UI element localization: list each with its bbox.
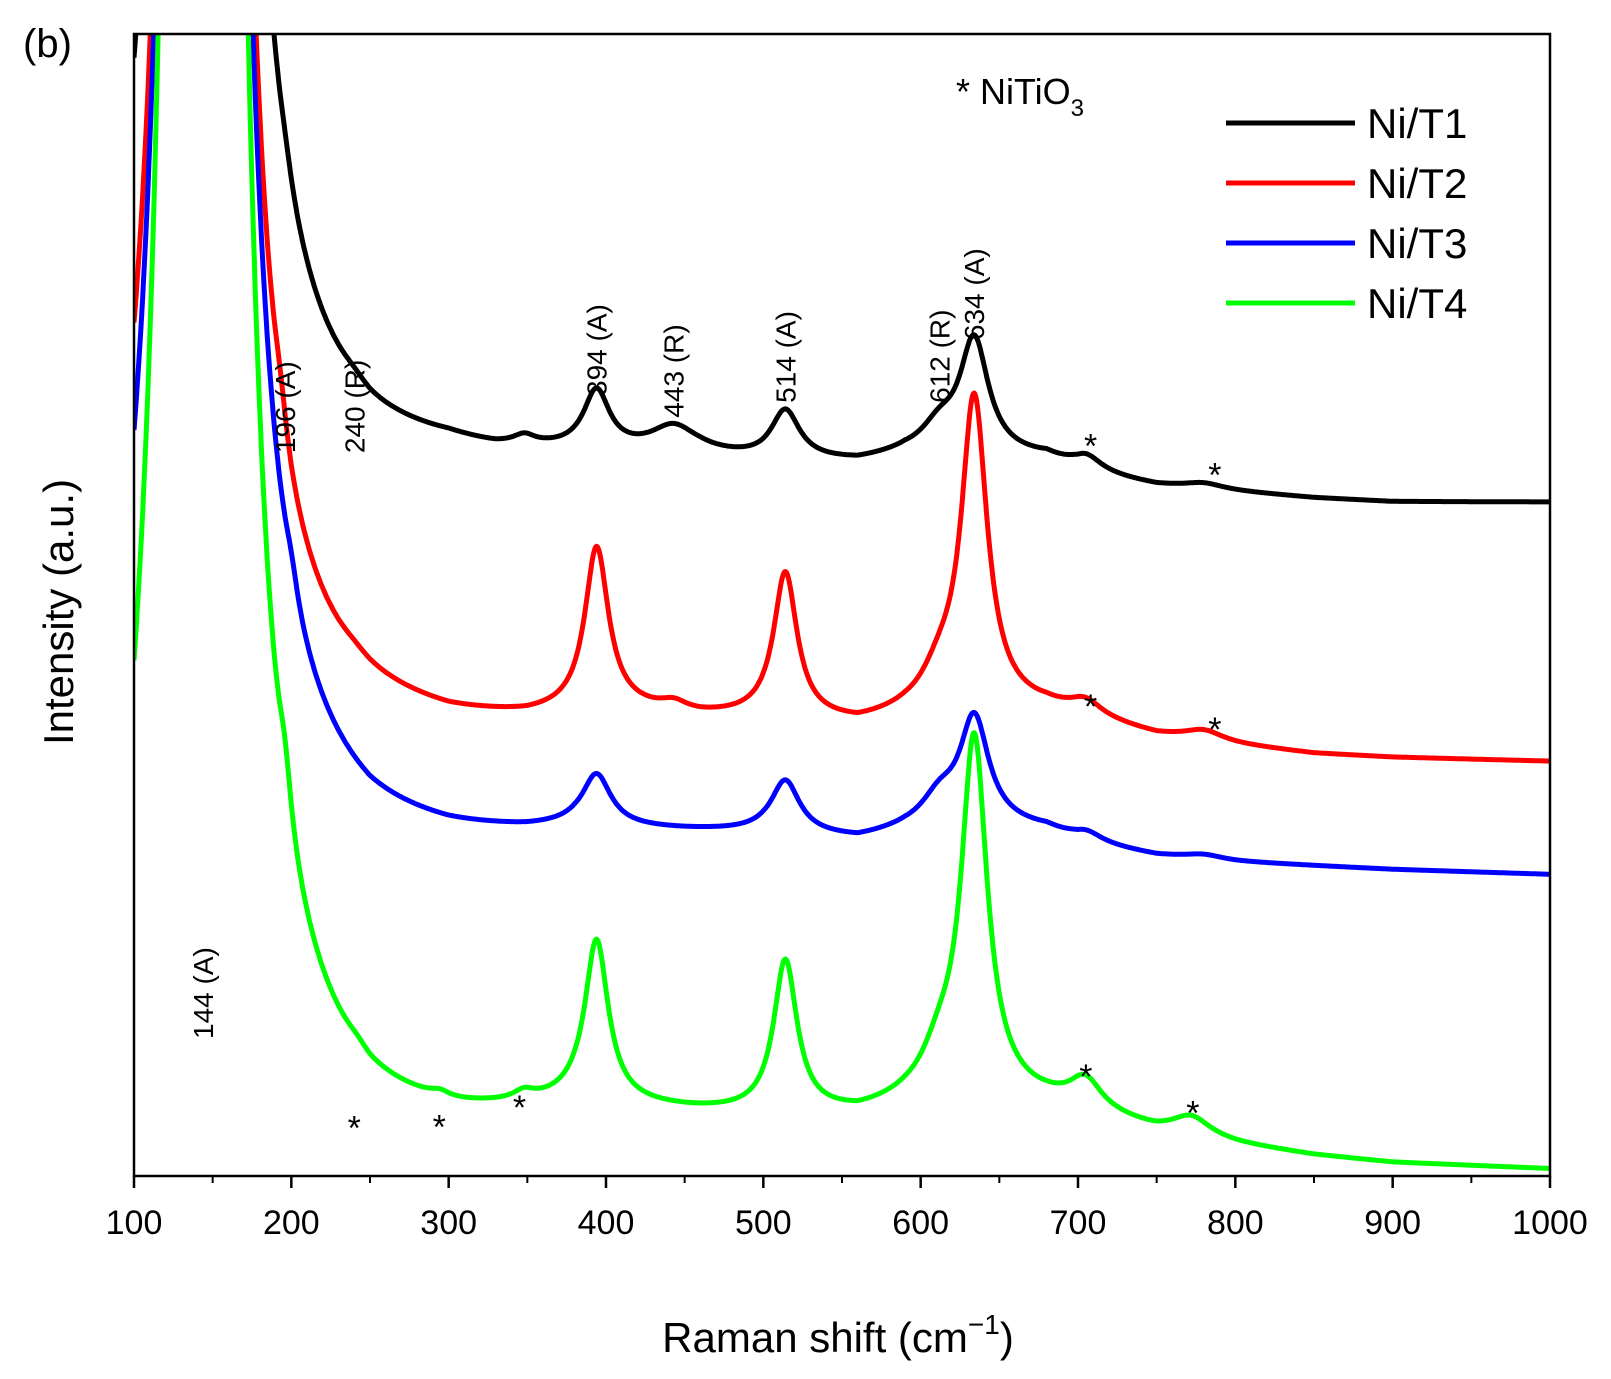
nitio3-note-main: * NiTiO <box>956 71 1071 112</box>
nitio3-star: * <box>1186 1095 1199 1133</box>
x-tick-label: 600 <box>892 1204 949 1242</box>
x-tick-label: 100 <box>106 1204 163 1242</box>
legend-label: Ni/T1 <box>1367 100 1467 147</box>
x-tick-label: 200 <box>263 1204 320 1242</box>
nitio3-note-sub: 3 <box>1071 95 1084 122</box>
legend-label: Ni/T3 <box>1367 220 1467 267</box>
x-tick-label: 800 <box>1207 1204 1264 1242</box>
panel-label: (b) <box>23 22 72 66</box>
nitio3-star: * <box>433 1108 446 1146</box>
series-line <box>134 34 1550 764</box>
x-tick-label: 400 <box>578 1204 635 1242</box>
x-axis-title-sup: −1 <box>968 1309 1000 1340</box>
peak-label: 240 (R) <box>339 360 370 453</box>
legend-label: Ni/T4 <box>1367 280 1467 327</box>
legend: Ni/T1 Ni/T2 Ni/T3 Ni/T4 <box>1226 100 1467 327</box>
peak-label: 394 (A) <box>582 304 613 396</box>
peak-label: 443 (R) <box>659 324 690 417</box>
peak-label: 514 (A) <box>770 311 801 403</box>
x-tick-label: 300 <box>420 1204 477 1242</box>
x-tick-label: 700 <box>1050 1204 1107 1242</box>
nitio3-star: * <box>1084 428 1097 466</box>
peak-label: 612 (R) <box>925 310 956 403</box>
x-tick-label: 900 <box>1364 1204 1421 1242</box>
nitio3-star: * <box>1084 688 1097 726</box>
plot-frame <box>132 32 1552 1178</box>
x-tick-label: 500 <box>735 1204 792 1242</box>
nitio3-note: * NiTiO3 <box>956 71 1084 122</box>
x-axis-title: Raman shift (cm−1) <box>662 1309 1014 1361</box>
nitio3-star: * <box>1079 1058 1092 1096</box>
y-axis-title: Intensity (a.u.) <box>35 479 82 745</box>
nitio3-star: * <box>348 1109 361 1147</box>
x-axis-title-suffix: ) <box>1000 1314 1014 1361</box>
series-group <box>134 34 1550 1171</box>
x-axis-title-main: Raman shift (cm <box>662 1314 968 1361</box>
legend-label: Ni/T2 <box>1367 160 1467 207</box>
nitio3-star: * <box>1208 711 1221 749</box>
series-line <box>134 34 1550 877</box>
x-axis: 100 200 300 400 500 600 700 800 900 1000 <box>106 1176 1588 1242</box>
peak-label: 144 (A) <box>188 947 219 1039</box>
peak-label: 196 (A) <box>270 361 301 453</box>
series-line <box>134 34 1550 1171</box>
peak-label: 634 (A) <box>959 248 990 340</box>
peak-annotations: 144 (A) 196 (A) 240 (R) 394 (A) 443 (R) 514 (… <box>188 248 1221 1147</box>
x-tick-label: 1000 <box>1512 1204 1588 1242</box>
nitio3-star: * <box>513 1089 526 1127</box>
nitio3-star: * <box>1208 456 1221 494</box>
series-line <box>134 34 1550 505</box>
